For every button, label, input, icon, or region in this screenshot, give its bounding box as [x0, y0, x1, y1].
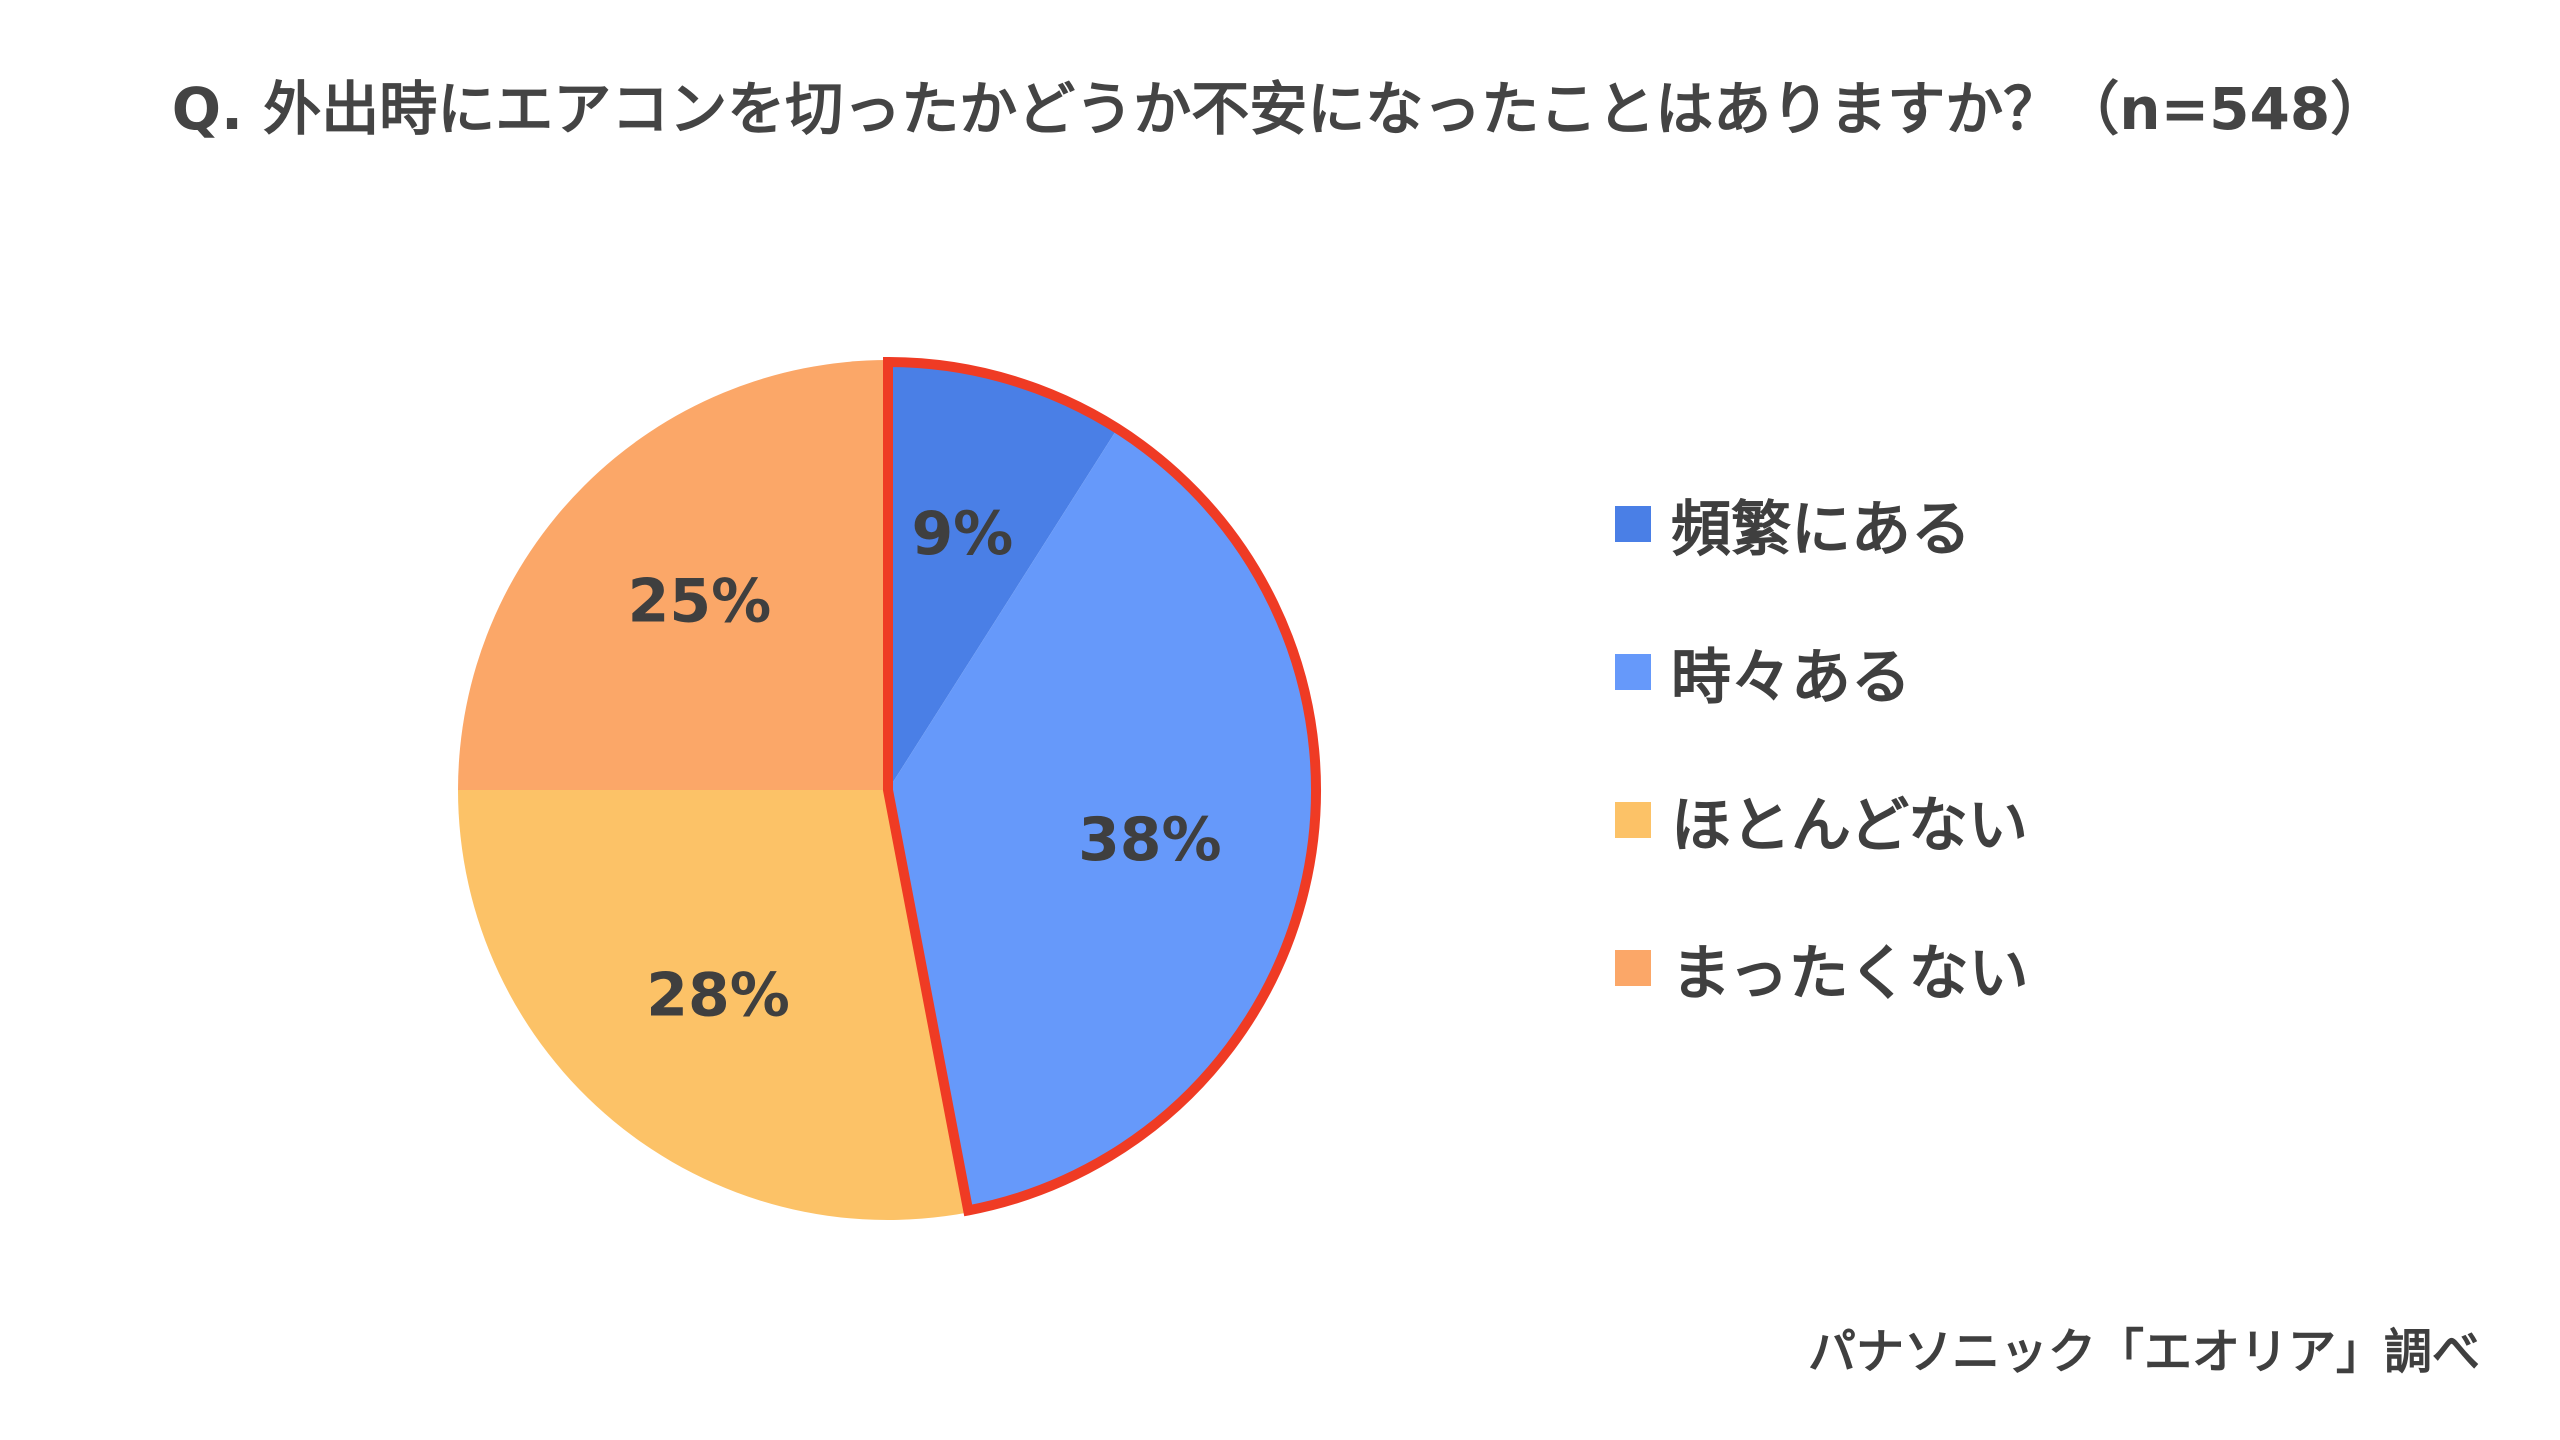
legend-label: ほとんどない: [1671, 790, 2028, 861]
chart-title: Q. 外出時にエアコンを切ったかどうか不安になったことはありますか？（n=548…: [171, 75, 2389, 143]
slice-label-2: 38%: [1078, 805, 1222, 875]
slice-label-3: 28%: [646, 960, 790, 1030]
legend-item: ほとんどない: [1615, 746, 2029, 894]
legend-swatch: [1615, 802, 1651, 838]
legend-swatch: [1615, 506, 1651, 542]
pie-slice-2: [888, 426, 1319, 1213]
legend-label: まったくない: [1671, 938, 2029, 1009]
legend-item: 時々ある: [1615, 598, 2029, 746]
pie-slice-4: [458, 360, 888, 790]
pie-slice-1: [888, 360, 1119, 790]
slice-labels: 9% 38% 28% 25%: [628, 499, 1222, 1030]
slice-label-1: 9%: [911, 499, 1013, 569]
legend-label: 時々ある: [1671, 642, 1911, 713]
legend: 頻繁にある時々あるほとんどない まったくない: [1615, 450, 2029, 1042]
source-note: パナソニック「エオリア」調べ: [1807, 1324, 2480, 1380]
pie-slices: [458, 360, 1319, 1220]
legend-item: まったくない: [1615, 894, 2029, 1042]
legend-item: 頻繁にある: [1615, 450, 2029, 598]
highlight-outline: [883, 356, 1321, 1217]
legend-label: 頻繁にある: [1671, 494, 1971, 565]
legend-swatch: [1615, 950, 1651, 986]
legend-swatch: [1615, 654, 1651, 690]
pie-slice-3: [458, 790, 969, 1220]
slice-label-4: 25%: [628, 566, 772, 636]
